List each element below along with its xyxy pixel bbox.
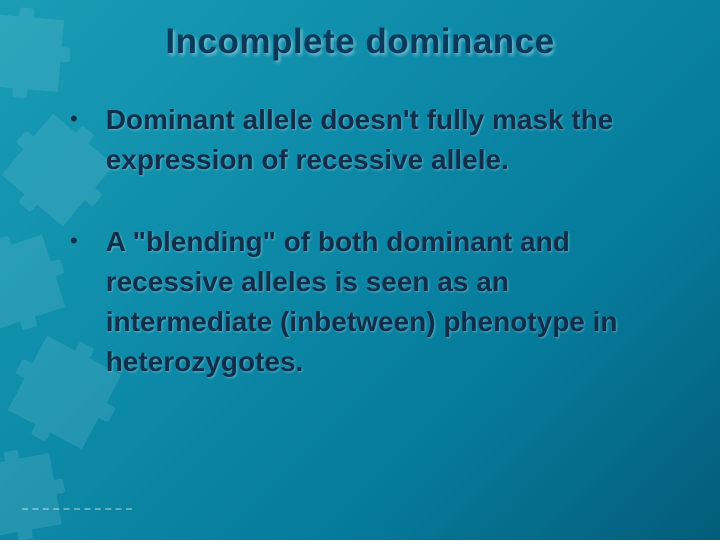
bullet-marker: •	[70, 222, 78, 260]
slide-title: Incomplete dominance	[0, 22, 720, 62]
slide: Incomplete dominance • Dominant allele d…	[0, 0, 720, 540]
bullet-text: A "blending" of both dominant and recess…	[106, 222, 670, 382]
footer-dashed-line	[22, 508, 132, 510]
bullet-item: • Dominant allele doesn't fully mask the…	[70, 100, 670, 180]
bullet-text: Dominant allele doesn't fully mask the e…	[106, 100, 670, 180]
bullet-item: • A "blending" of both dominant and rece…	[70, 222, 670, 382]
slide-content: • Dominant allele doesn't fully mask the…	[70, 100, 670, 424]
bullet-marker: •	[70, 100, 78, 138]
puzzle-piece-icon	[0, 223, 77, 343]
puzzle-piece-icon	[0, 443, 72, 547]
